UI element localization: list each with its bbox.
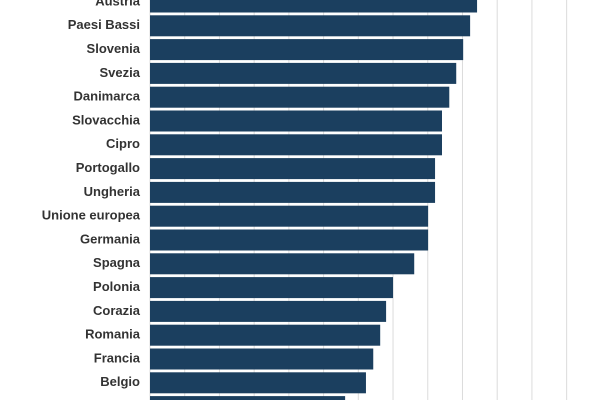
y-tick-label: Belgio <box>100 374 140 389</box>
bar <box>150 300 387 322</box>
bar <box>150 396 346 400</box>
bar <box>150 372 366 394</box>
y-tick-label: Paesi Bassi <box>68 17 140 32</box>
bar <box>150 158 436 180</box>
y-tick-label: Cipro <box>106 136 140 151</box>
y-tick-label: Polonia <box>93 279 141 294</box>
y-tick-label: Germania <box>80 231 141 246</box>
bar <box>150 0 478 13</box>
bar <box>150 110 442 132</box>
bar <box>150 181 436 203</box>
y-tick-label: Austria <box>95 0 141 8</box>
bar <box>150 86 450 108</box>
bar <box>150 324 381 346</box>
y-tick-label: Slovenia <box>87 41 141 56</box>
bar <box>150 39 464 61</box>
bar <box>150 253 415 275</box>
bar <box>150 62 457 84</box>
y-tick-label: Danimarca <box>74 89 141 104</box>
y-tick-label: Ungheria <box>84 184 141 199</box>
y-tick-label: Romania <box>85 327 141 342</box>
y-tick-label: Svezia <box>100 65 141 80</box>
y-tick-label: Slovacchia <box>72 112 141 127</box>
y-tick-label: Corazia <box>93 303 141 318</box>
y-tick-label: Francia <box>94 350 141 365</box>
bar <box>150 15 471 37</box>
bar <box>150 205 429 227</box>
bar <box>150 229 429 251</box>
y-tick-label: Portogallo <box>76 160 140 175</box>
bar <box>150 134 442 156</box>
y-tick-label: Unione europea <box>42 208 141 223</box>
bar <box>150 348 374 370</box>
y-tick-label: Spagna <box>93 255 141 270</box>
bar <box>150 277 394 299</box>
